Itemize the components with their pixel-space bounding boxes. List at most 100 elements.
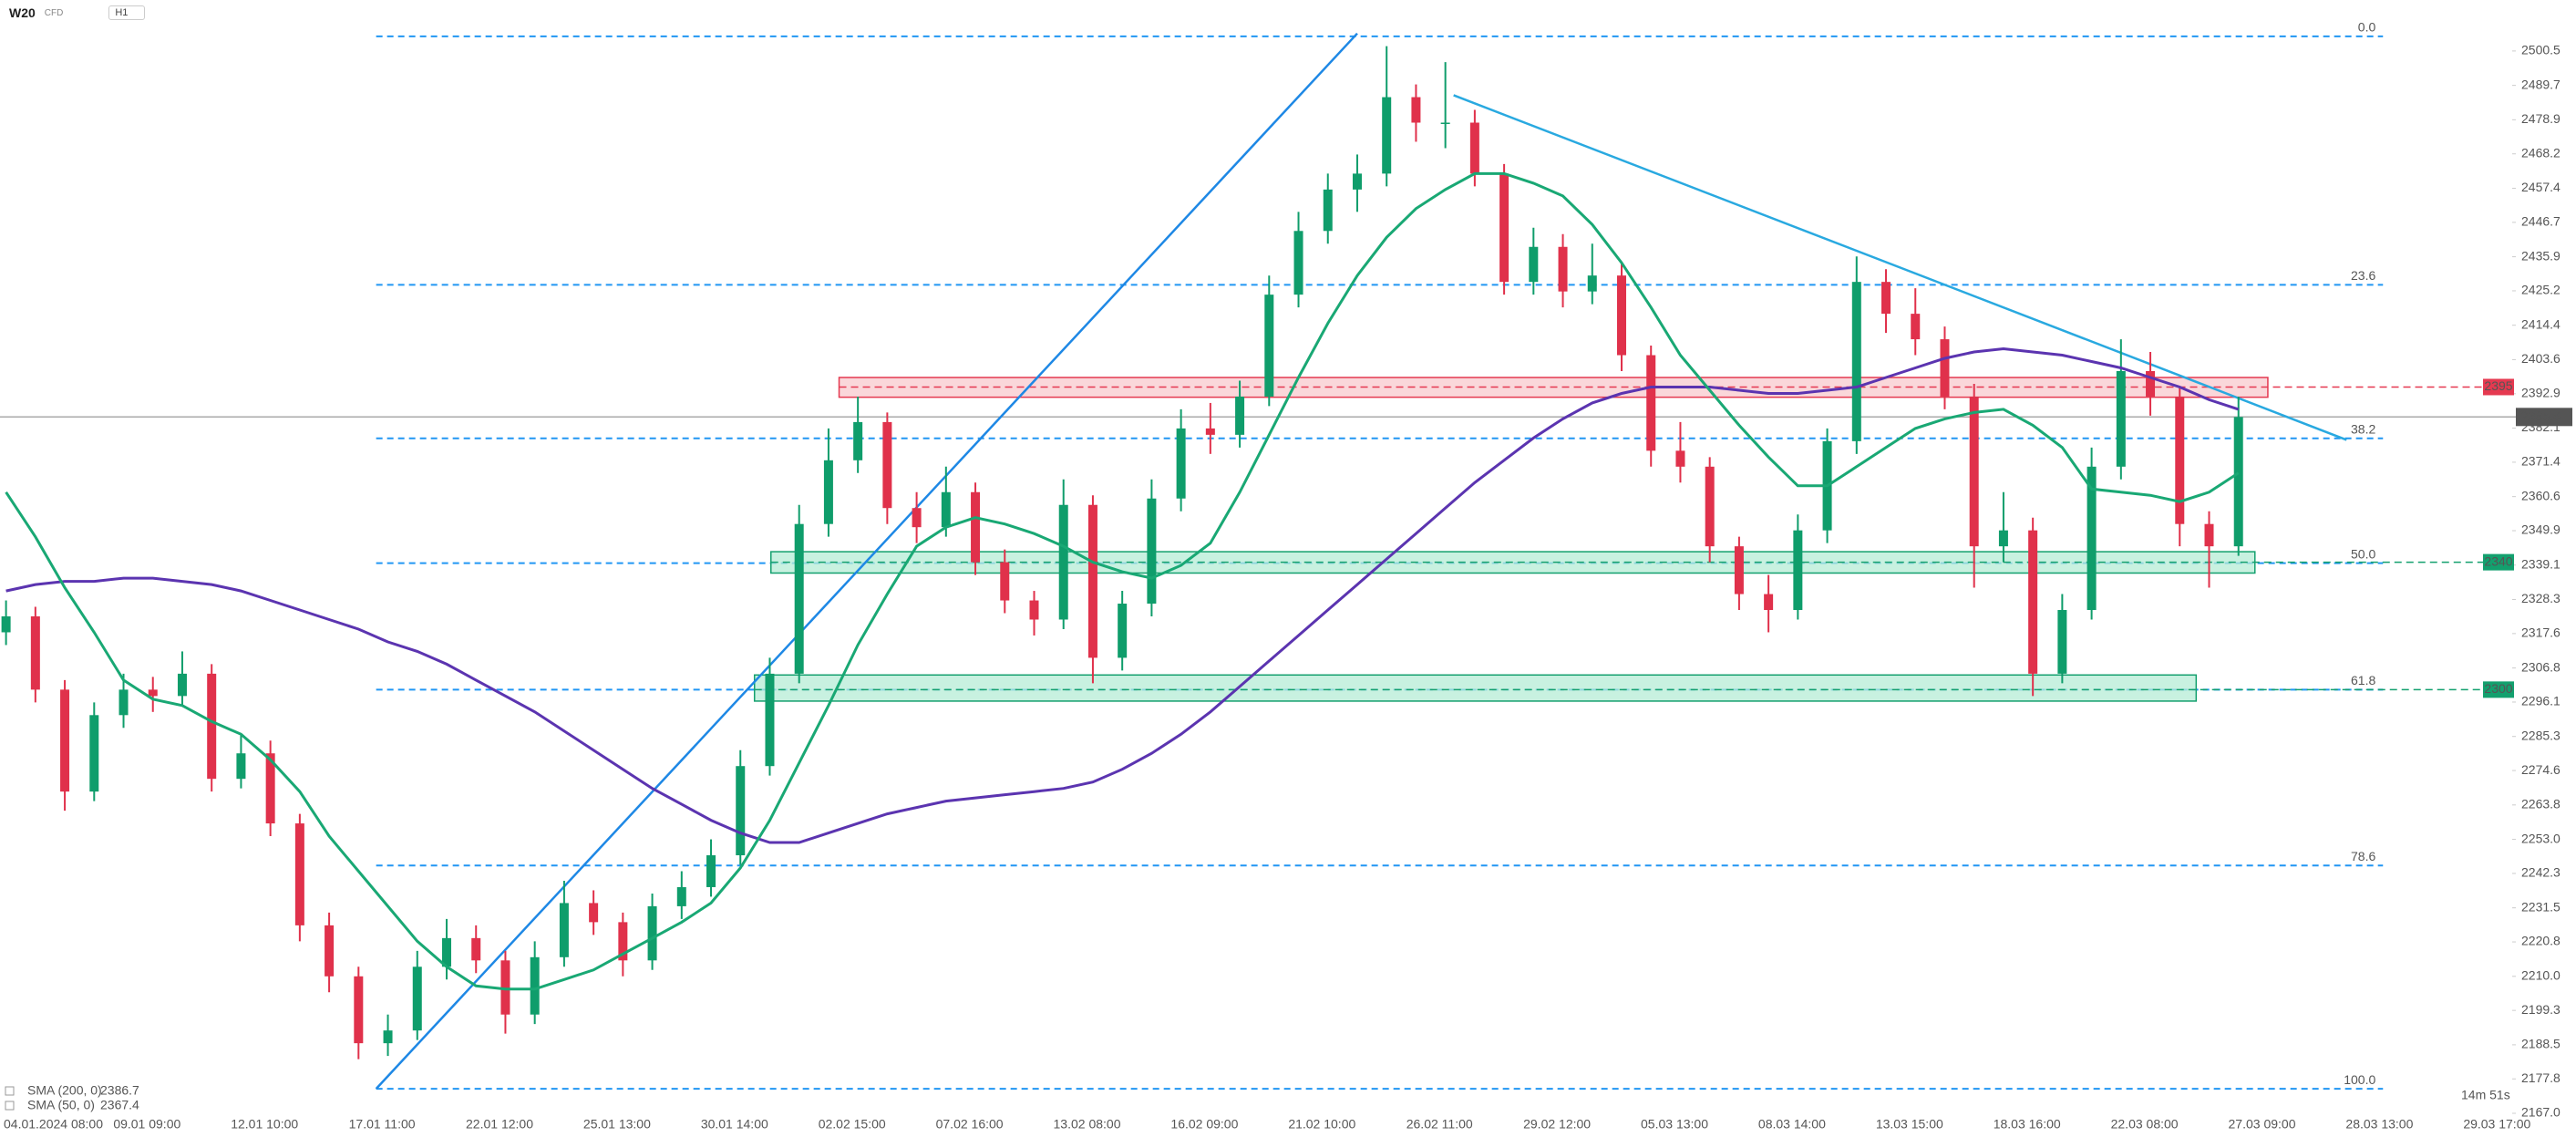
candle-body [2233, 417, 2243, 547]
x-tick-label: 29.03 17:00 [2463, 1117, 2530, 1132]
candle-body [1764, 594, 1774, 611]
level-badge [2483, 553, 2514, 571]
candle-body [559, 903, 569, 957]
candle-body [177, 673, 187, 697]
x-tick-label: 21.02 10:00 [1288, 1117, 1355, 1132]
candle-body [148, 689, 158, 697]
candle-body [1058, 504, 1068, 620]
y-tick-label: 2339.1 [2521, 556, 2561, 571]
x-tick-label: 29.02 12:00 [1523, 1117, 1591, 1132]
candle-body [1440, 122, 1450, 125]
candle-body [1969, 396, 1979, 547]
legend-name: SMA (200, 0) [27, 1083, 102, 1098]
candle-body [1, 616, 11, 633]
level-badge [2483, 681, 2514, 698]
y-tick-label: 2317.6 [2521, 625, 2561, 640]
timeframe-select[interactable]: H1 [108, 5, 146, 20]
y-tick-label: 2296.1 [2521, 694, 2561, 708]
candle-body [30, 616, 40, 690]
y-tick-label: 2446.7 [2521, 214, 2561, 229]
candle-body [1616, 275, 1626, 356]
candle-body [1235, 396, 1245, 435]
candle-body [1793, 530, 1803, 611]
candle-body [1911, 314, 1921, 340]
candle-body [530, 956, 540, 1015]
y-tick-label: 2263.8 [2521, 797, 2561, 811]
candle-body [912, 508, 922, 528]
candle-body [89, 715, 99, 792]
y-tick-label: 2457.4 [2521, 180, 2561, 194]
y-tick-label: 2435.9 [2521, 248, 2561, 263]
candle-body [1147, 498, 1157, 605]
header: W20 CFD H1 [9, 5, 146, 20]
y-tick-label: 2231.5 [2521, 899, 2561, 914]
candle-body [1118, 604, 1128, 658]
candle-body [1469, 122, 1479, 174]
y-tick-label: 2253.0 [2521, 831, 2561, 845]
candle-body [794, 523, 804, 674]
y-tick-label: 2274.6 [2521, 762, 2561, 777]
x-tick-label: 09.01 09:00 [113, 1117, 180, 1132]
y-tick-label: 2478.9 [2521, 111, 2561, 126]
y-tick-label: 2425.2 [2521, 283, 2561, 297]
fib-label: 0.0 [2358, 20, 2376, 35]
candle-body [441, 937, 451, 967]
candle-body [1646, 355, 1656, 451]
last-price-badge [2516, 408, 2572, 427]
x-tick-label: 22.03 08:00 [2111, 1117, 2179, 1132]
fib-label: 23.6 [2351, 268, 2375, 283]
candle-body [1499, 173, 1510, 283]
trendline [375, 32, 1358, 1090]
x-tick-label: 13.02 08:00 [1054, 1117, 1121, 1132]
candle-body [2087, 466, 2097, 611]
x-tick-label: 18.03 16:00 [1994, 1117, 2061, 1132]
x-tick-label: 04.01.2024 08:00 [4, 1117, 103, 1132]
candle-body [2116, 371, 2126, 467]
candle-body [765, 673, 775, 767]
candle-body [1352, 173, 1362, 190]
candle-body [823, 460, 833, 524]
candle-body [882, 421, 892, 509]
candle-body [1293, 231, 1303, 295]
fib-label: 78.6 [2351, 849, 2375, 863]
candle-body [118, 689, 129, 716]
y-tick-label: 2489.7 [2521, 77, 2561, 91]
candle-body [2204, 523, 2214, 547]
sma-line [5, 346, 2240, 844]
x-tick-label: 26.02 11:00 [1406, 1117, 1473, 1132]
x-tick-label: 17.01 11:00 [349, 1117, 416, 1132]
legend-icon [5, 1086, 15, 1096]
y-tick-label: 2220.8 [2521, 934, 2561, 948]
candle-body [471, 937, 481, 961]
x-tick-label: 08.03 14:00 [1758, 1117, 1826, 1132]
candle-body [207, 673, 217, 780]
candle-body [1587, 275, 1597, 292]
candle-body [236, 753, 246, 780]
x-tick-label: 02.02 15:00 [819, 1117, 886, 1132]
y-tick-label: 2403.6 [2521, 351, 2561, 366]
candle-body [1411, 97, 1421, 123]
y-tick-label: 2210.0 [2521, 967, 2561, 982]
legend-name: SMA (50, 0) [27, 1098, 95, 1112]
x-tick-label: 12.01 10:00 [231, 1117, 298, 1132]
candle-body [589, 903, 599, 923]
x-tick-label: 07.02 16:00 [936, 1117, 1004, 1132]
y-tick-label: 2392.9 [2521, 386, 2561, 400]
legend-value: 2367.4 [100, 1098, 139, 1112]
x-tick-label: 13.03 15:00 [1876, 1117, 1943, 1132]
y-tick-label: 2468.2 [2521, 145, 2561, 160]
countdown: 14m 51s [2461, 1088, 2510, 1102]
symbol[interactable]: W20 [9, 5, 36, 20]
candle-body [2057, 610, 2067, 674]
candle-body [676, 886, 686, 906]
candle-body [265, 753, 275, 824]
fib-label: 100.0 [2344, 1072, 2375, 1087]
zone [753, 674, 2198, 702]
candle-body [647, 905, 657, 961]
candle-body [1176, 428, 1186, 499]
candle-body [941, 491, 951, 528]
candle-body [325, 925, 335, 977]
x-tick-label: 22.01 12:00 [466, 1117, 533, 1132]
candle-body [2146, 371, 2156, 397]
x-tick-label: 25.01 13:00 [583, 1117, 651, 1132]
